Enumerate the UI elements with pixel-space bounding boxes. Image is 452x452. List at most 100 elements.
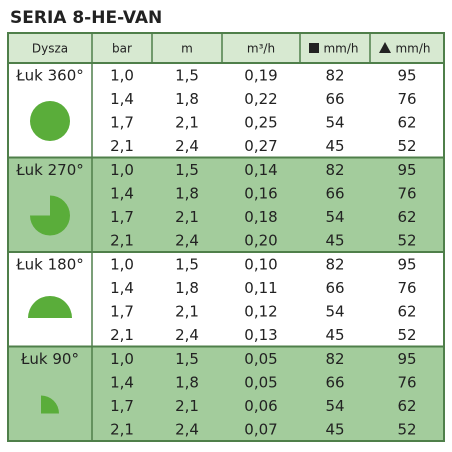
cell: 66	[325, 373, 344, 391]
cell: 2,1	[175, 397, 199, 415]
header-cell: mm/h	[323, 42, 358, 56]
cell: 52	[397, 421, 416, 439]
header-bg	[7, 32, 445, 64]
cell: 0,11	[244, 279, 277, 297]
cell: 0,22	[244, 90, 277, 108]
arc-icon	[30, 195, 70, 236]
header-cell: Dysza	[32, 42, 68, 56]
cell: 62	[397, 114, 416, 132]
cell: 0,18	[244, 208, 277, 226]
cell: 82	[325, 350, 344, 368]
cell: 1,8	[175, 373, 199, 391]
arc-icon	[28, 296, 72, 318]
cell: 1,5	[175, 66, 199, 84]
cell: 1,5	[175, 255, 199, 273]
cell: 76	[397, 90, 416, 108]
cell: 1,8	[175, 184, 199, 202]
cell: 0,05	[244, 373, 277, 391]
cell: 62	[397, 397, 416, 415]
cell: 0,19	[244, 66, 277, 84]
cell: 62	[397, 208, 416, 226]
cell: 1,7	[110, 208, 134, 226]
triangle-icon	[379, 42, 391, 53]
cell: 52	[397, 232, 416, 250]
header-cell: m	[181, 42, 193, 56]
cell: 54	[325, 114, 344, 132]
cell: 82	[325, 255, 344, 273]
cell: 0,16	[244, 184, 277, 202]
cell: 66	[325, 90, 344, 108]
header-cell: bar	[112, 42, 132, 56]
cell: 1,7	[110, 397, 134, 415]
cell: 1,0	[110, 350, 134, 368]
group-label: Łuk 90°	[20, 350, 79, 368]
cell: 45	[325, 232, 344, 250]
cell: 2,1	[110, 421, 134, 439]
cell: 1,0	[110, 66, 134, 84]
cell: 95	[397, 66, 416, 84]
cell: 76	[397, 373, 416, 391]
cell: 1,0	[110, 161, 134, 179]
cell: 52	[397, 137, 416, 155]
cell: 95	[397, 350, 416, 368]
cell: 2,1	[175, 208, 199, 226]
cell: 1,4	[110, 90, 134, 108]
cell: 1,7	[110, 114, 134, 132]
cell: 1,4	[110, 279, 134, 297]
cell: 95	[397, 161, 416, 179]
cell: 2,1	[175, 303, 199, 321]
cell: 95	[397, 255, 416, 273]
cell: 76	[397, 279, 416, 297]
cell: 0,27	[244, 137, 277, 155]
arc-icon	[41, 395, 59, 414]
cell: 0,05	[244, 350, 277, 368]
cell: 2,4	[175, 232, 199, 250]
group-label: Łuk 270°	[15, 161, 84, 179]
group-bg	[7, 345, 445, 442]
arc-icon	[30, 101, 70, 141]
cell: 52	[397, 326, 416, 344]
cell: 2,1	[110, 326, 134, 344]
cell: 1,7	[110, 303, 134, 321]
cell: 1,8	[175, 90, 199, 108]
cell: 1,8	[175, 279, 199, 297]
cell: 54	[325, 208, 344, 226]
cell: 2,1	[110, 137, 134, 155]
cell: 2,4	[175, 137, 199, 155]
cell: 45	[325, 326, 344, 344]
cell: 45	[325, 421, 344, 439]
group-bg	[7, 156, 445, 253]
header-cell: mm/h	[395, 42, 430, 56]
cell: 0,14	[244, 161, 277, 179]
cell: 2,1	[110, 232, 134, 250]
cell: 66	[325, 184, 344, 202]
cell: 0,10	[244, 255, 277, 273]
cell: 82	[325, 66, 344, 84]
cell: 45	[325, 137, 344, 155]
cell: 0,25	[244, 114, 277, 132]
cell: 2,4	[175, 326, 199, 344]
cell: 2,1	[175, 114, 199, 132]
header-cell: m³/h	[247, 42, 275, 56]
group-bg	[7, 251, 445, 348]
cell: 0,12	[244, 303, 277, 321]
cell: 54	[325, 397, 344, 415]
cell: 76	[397, 184, 416, 202]
cell: 1,5	[175, 350, 199, 368]
cell: 82	[325, 161, 344, 179]
title: SERIA 8-HE-VAN	[10, 8, 162, 28]
cell: 1,4	[110, 184, 134, 202]
cell: 0,20	[244, 232, 277, 250]
cell: 62	[397, 303, 416, 321]
group-label: Łuk 180°	[15, 256, 84, 274]
cell: 2,4	[175, 421, 199, 439]
cell: 0,13	[244, 326, 277, 344]
cell: 1,4	[110, 373, 134, 391]
cell: 66	[325, 279, 344, 297]
cell: 0,06	[244, 397, 277, 415]
group-label: Łuk 360°	[15, 67, 84, 85]
square-icon	[309, 43, 319, 53]
cell: 1,0	[110, 255, 134, 273]
cell: 1,5	[175, 161, 199, 179]
